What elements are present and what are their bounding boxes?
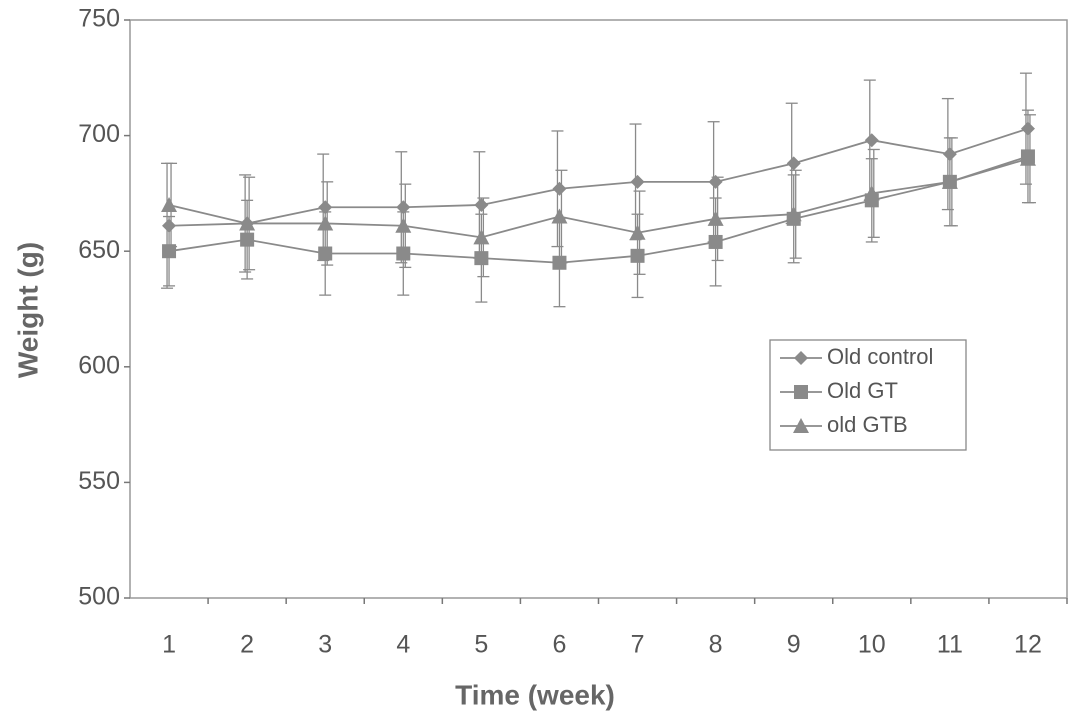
marker (941, 173, 958, 189)
plot-frame (129, 19, 1068, 599)
legend-text: Old GT (827, 378, 898, 403)
marker (794, 351, 808, 365)
marker (708, 174, 723, 189)
marker (318, 246, 333, 261)
marker (630, 248, 645, 263)
marker (863, 185, 880, 201)
series-line (168, 155, 1029, 264)
series-line (168, 157, 1029, 239)
marker (707, 210, 724, 226)
x-tick-label: 7 (631, 631, 645, 659)
y-tick-label: 750 (78, 5, 120, 33)
x-tick-label: 8 (709, 631, 723, 659)
x-axis-title: Time (week) (455, 679, 615, 710)
x-tick-label: 1 (162, 631, 176, 659)
marker (786, 156, 801, 171)
x-tick-label: 2 (240, 631, 254, 659)
marker (239, 215, 256, 231)
x-tick-label: 5 (474, 631, 488, 659)
marker (630, 174, 645, 189)
marker (708, 234, 723, 249)
marker (395, 217, 412, 233)
marker (864, 133, 879, 148)
marker (317, 215, 334, 231)
marker (794, 385, 808, 399)
marker (629, 224, 646, 240)
marker (474, 251, 489, 266)
marker (396, 246, 411, 261)
x-tick-label: 3 (318, 631, 332, 659)
marker (240, 232, 255, 247)
y-tick-label: 600 (78, 351, 120, 379)
x-tick-label: 4 (396, 631, 410, 659)
marker (318, 200, 333, 215)
marker (474, 197, 489, 212)
series-line (169, 127, 1029, 227)
y-tick-label: 700 (78, 120, 120, 148)
x-tick-label: 10 (858, 631, 886, 659)
marker (552, 181, 567, 196)
y-axis-title: Weight (g) (12, 242, 43, 378)
marker (473, 229, 490, 245)
y-tick-label: 550 (78, 467, 120, 495)
x-tick-label: 9 (787, 631, 801, 659)
legend-text: Old control (827, 344, 933, 369)
marker (793, 418, 809, 433)
x-tick-label: 6 (553, 631, 567, 659)
marker (551, 208, 568, 224)
marker (396, 200, 411, 215)
y-tick-label: 650 (78, 236, 120, 264)
x-tick-label: 12 (1014, 631, 1042, 659)
marker (785, 206, 802, 222)
marker (161, 196, 178, 212)
legend-text: old GTB (827, 412, 908, 437)
marker (1019, 150, 1036, 166)
y-tick-label: 500 (78, 583, 120, 611)
marker (162, 244, 177, 259)
x-tick-label: 11 (937, 631, 963, 659)
